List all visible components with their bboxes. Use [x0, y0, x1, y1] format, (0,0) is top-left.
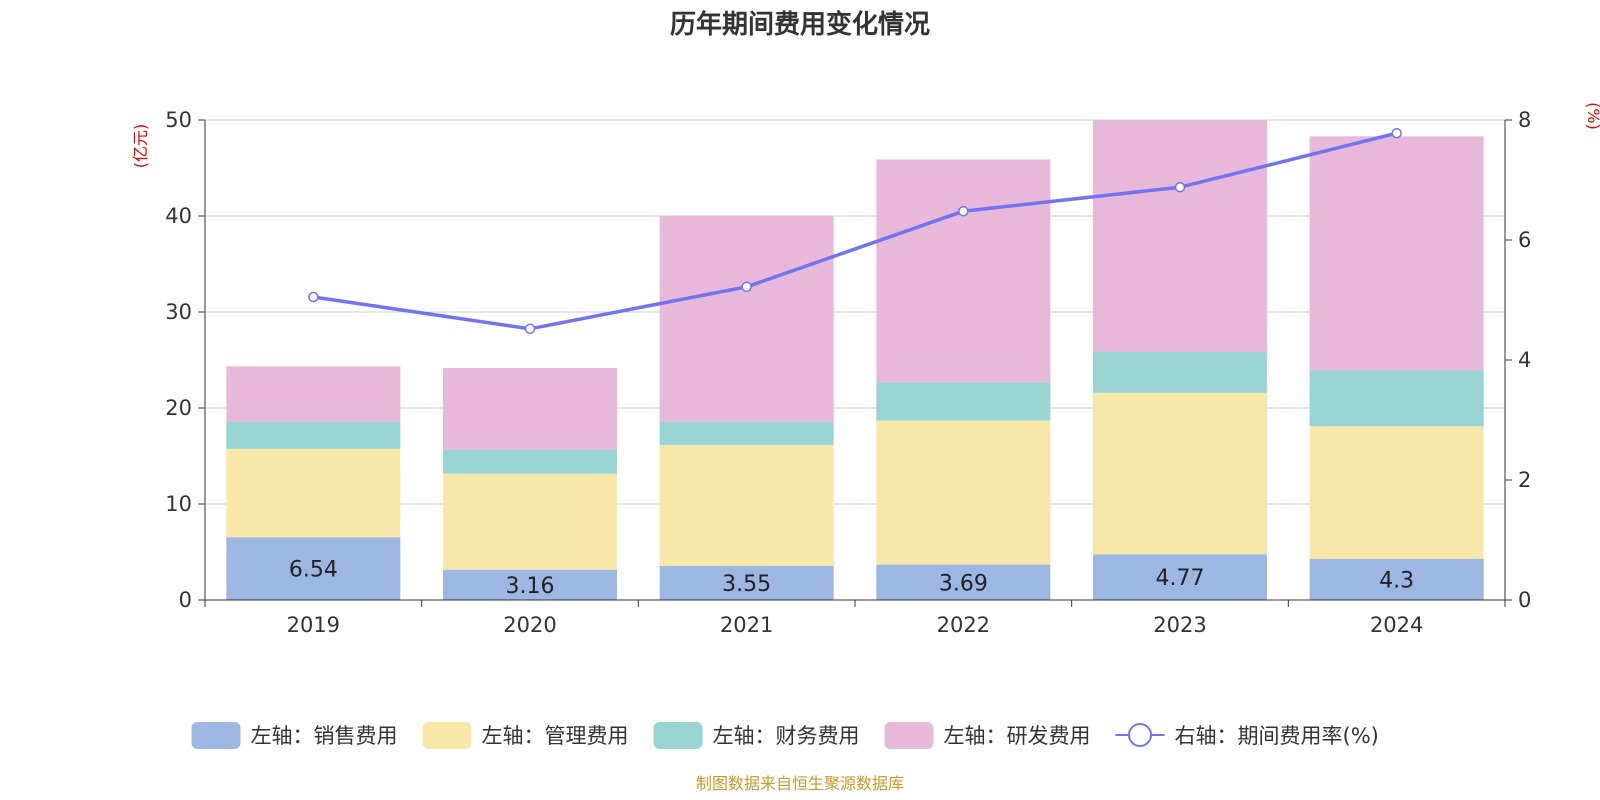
legend-label[interactable]: 左轴：财务费用	[713, 724, 860, 748]
bar-segment[interactable]	[1309, 558, 1484, 600]
data-label: 3.55	[722, 572, 771, 597]
rate-point[interactable]	[741, 281, 752, 293]
legend-swatch[interactable]	[191, 722, 241, 749]
data-label: 6.54	[289, 558, 338, 583]
bar-segment[interactable]	[443, 368, 617, 450]
data-labels: 6.54 3.16 3.55 3.69 4.77 4.3	[289, 558, 1414, 599]
right-axis-tick-label: 4	[1518, 348, 1531, 372]
left-axis-tick-label: 0	[179, 588, 192, 612]
rate-point[interactable]	[524, 323, 536, 335]
bar-segment[interactable]	[876, 564, 1051, 600]
legend-swatch[interactable]	[422, 722, 472, 749]
rate-point[interactable]	[1174, 181, 1186, 193]
source-note: 制图数据来自恒生聚源数据库	[696, 774, 904, 793]
bar-segment[interactable]	[876, 382, 1051, 421]
legend-label[interactable]: 右轴：期间费用率(%)	[1175, 724, 1379, 748]
legend: 左轴：销售费用 左轴：管理费用 左轴：财务费用 左轴：研发费用 右轴：期间费用率(%)	[191, 722, 1379, 749]
bar-segment[interactable]	[659, 444, 834, 566]
right-axis-tick-label: 0	[1518, 588, 1531, 612]
left-axis-tick-label: 10	[165, 492, 192, 516]
bar-segment[interactable]	[1093, 554, 1267, 600]
left-axis-tick-label: 50	[165, 108, 192, 132]
data-label: 3.69	[939, 571, 988, 596]
chart-title: 历年期间费用变化情况	[670, 9, 930, 40]
x-axis-tick-label: 2024	[1370, 613, 1423, 637]
left-axis-tick-label: 20	[165, 396, 192, 420]
bar-segment[interactable]	[226, 448, 401, 538]
right-axis-tick-label: 8	[1518, 108, 1531, 132]
data-label: 4.3	[1379, 568, 1414, 593]
bar-segment[interactable]	[443, 569, 617, 600]
bar-segment[interactable]	[876, 420, 1051, 565]
x-axis-tick-label: 2022	[937, 613, 990, 637]
left-axis-tick-label: 40	[165, 204, 192, 228]
bar-segment[interactable]	[1093, 392, 1267, 555]
legend-swatch[interactable]	[884, 722, 934, 749]
legend-label[interactable]: 左轴：销售费用	[251, 724, 398, 748]
rate-point[interactable]	[958, 205, 969, 217]
bar-segment[interactable]	[1309, 426, 1484, 559]
x-axis-tick-label: 2021	[720, 613, 773, 637]
right-axis-tick-label: 6	[1518, 228, 1531, 252]
bar-segment[interactable]	[1093, 120, 1267, 352]
legend-swatch[interactable]	[653, 722, 703, 749]
bar-segment[interactable]	[1093, 351, 1267, 393]
bar-segment[interactable]	[443, 449, 617, 474]
bar-segment[interactable]	[226, 366, 401, 423]
bar-segment[interactable]	[1309, 136, 1484, 371]
legend-label[interactable]: 左轴：管理费用	[482, 724, 629, 748]
left-axis-tick-label: 30	[165, 300, 192, 324]
axes: 0 10 20 30 40 50 0 2 4 6 8 2019 2020 2021 2022 2023 2024	[165, 108, 1531, 637]
bar-segment[interactable]	[226, 422, 401, 449]
bar-segment[interactable]	[226, 537, 401, 600]
rate-line	[308, 127, 1402, 335]
data-label: 4.77	[1156, 566, 1205, 591]
data-label: 3.16	[506, 574, 555, 599]
x-axis-tick-label: 2019	[287, 613, 340, 637]
x-axis-tick-label: 2023	[1153, 613, 1206, 637]
bar-segment[interactable]	[659, 565, 834, 600]
right-axis-tick-label: 2	[1518, 468, 1531, 492]
right-axis-unit: (%)	[1584, 102, 1600, 130]
rate-point[interactable]	[308, 291, 319, 303]
bar-segment[interactable]	[876, 159, 1051, 383]
bar-segment[interactable]	[659, 215, 834, 422]
x-axis-tick-label: 2020	[503, 613, 556, 637]
legend-label[interactable]: 左轴：研发费用	[944, 724, 1091, 748]
left-axis-unit: (亿元)	[131, 124, 150, 169]
bars	[226, 120, 1484, 600]
legend-marker-icon[interactable]	[1128, 723, 1152, 747]
rate-point[interactable]	[1391, 127, 1402, 139]
rate-line-path	[313, 131, 1398, 331]
bar-segment[interactable]	[443, 473, 617, 570]
bar-segment[interactable]	[659, 421, 834, 445]
bar-segment[interactable]	[1309, 370, 1484, 427]
